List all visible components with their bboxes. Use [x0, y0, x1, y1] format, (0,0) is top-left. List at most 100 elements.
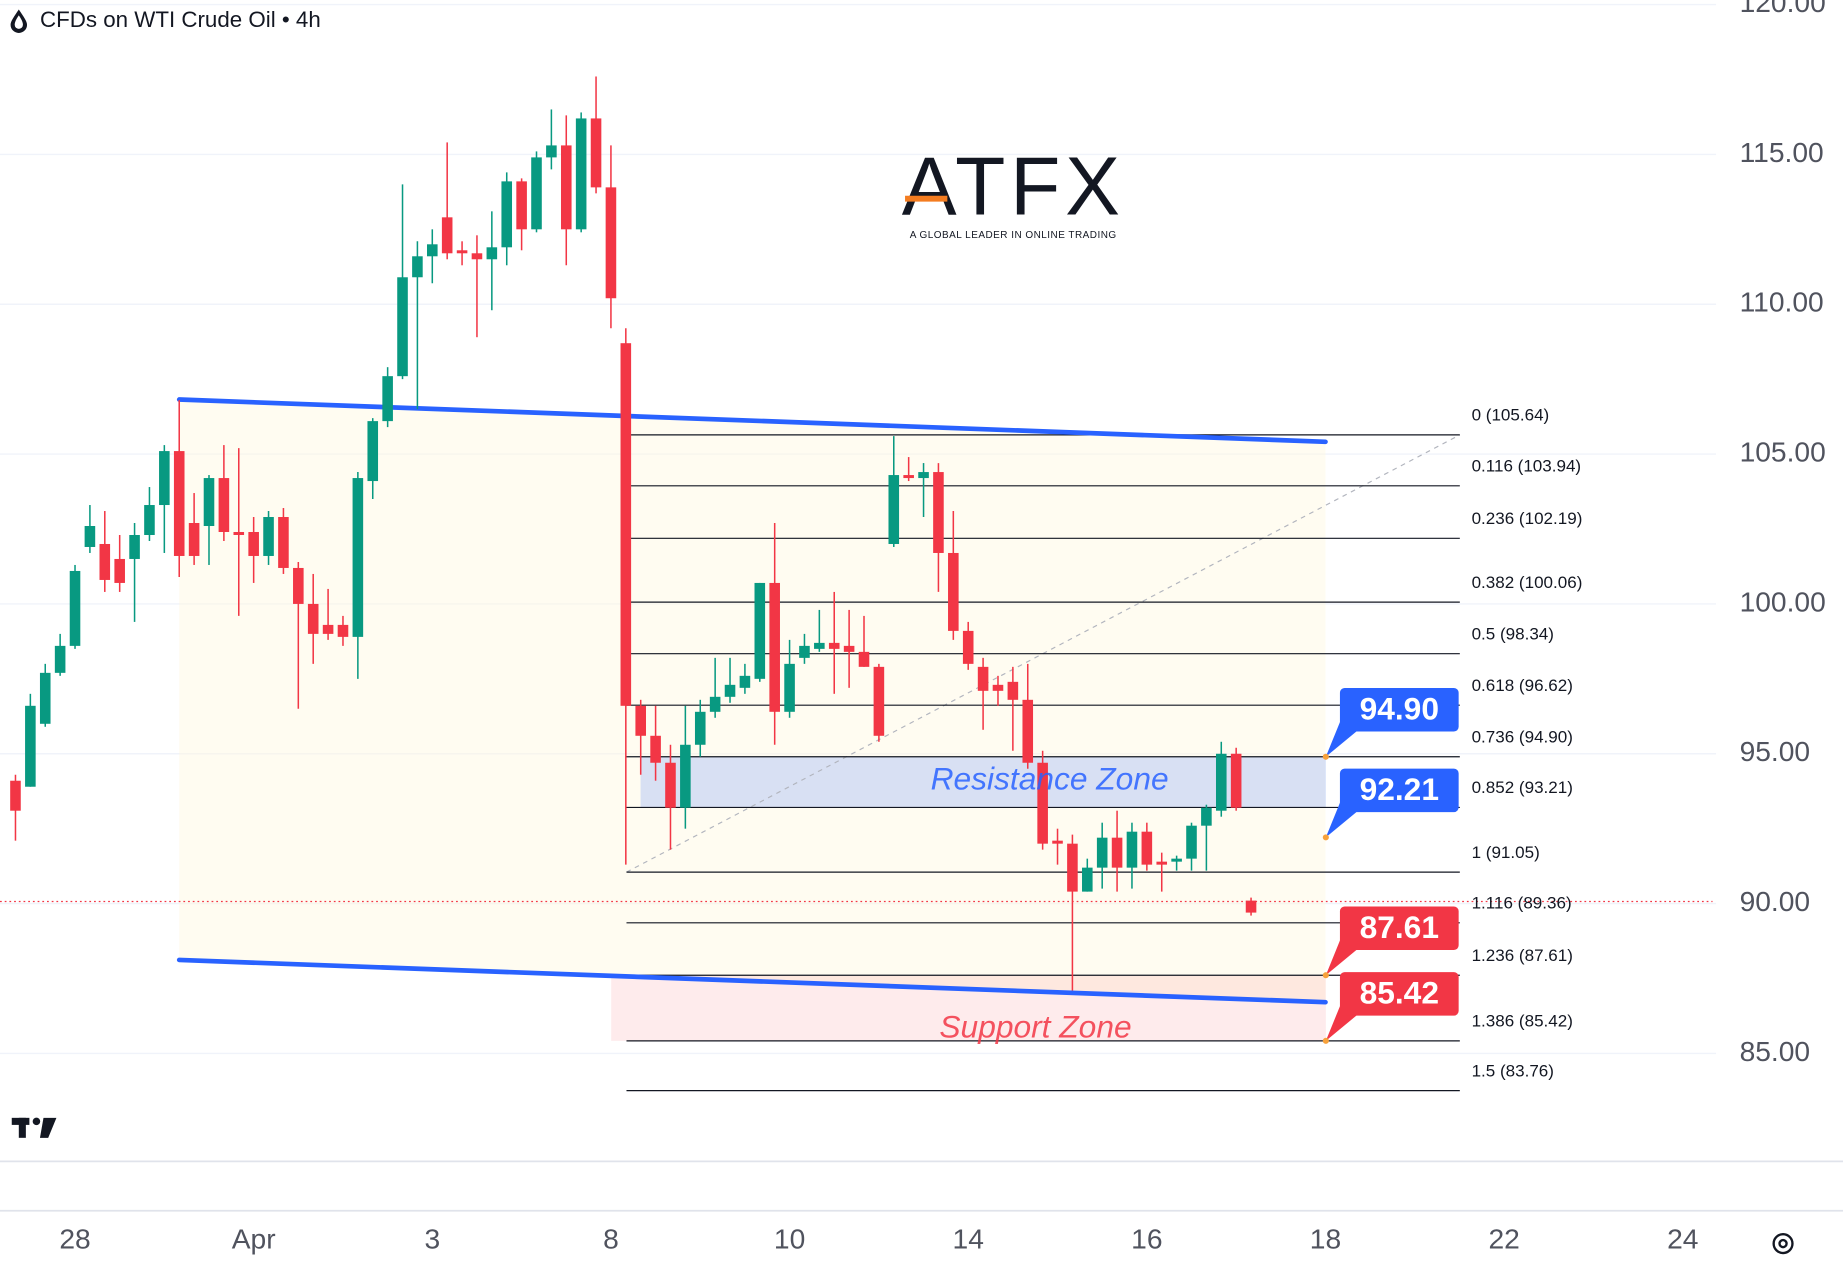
candle-body	[1215, 753, 1227, 811]
x-tick-label: 18	[1310, 1223, 1341, 1255]
price-label: 94.90	[1360, 690, 1439, 726]
price-label-box	[1339, 768, 1459, 813]
candle-body	[888, 475, 900, 544]
zone-label: Support Zone	[939, 1009, 1131, 1045]
candle-body	[694, 711, 706, 745]
candle-body	[680, 744, 691, 808]
candle-body	[560, 145, 572, 230]
candle-body	[218, 478, 230, 532]
candle-body	[590, 118, 602, 188]
price-label-box	[1339, 972, 1459, 1016]
candle-body	[1141, 831, 1153, 865]
price-label-anchor	[1322, 753, 1329, 760]
candle-body	[322, 624, 334, 634]
candle-body	[754, 582, 766, 679]
candle-body	[605, 187, 617, 299]
candle-body	[99, 543, 111, 580]
fib-label: 1.386 (85.42)	[1472, 1012, 1573, 1031]
candle-body	[769, 582, 780, 712]
y-tick-label: 115.00	[1740, 136, 1824, 168]
candle-body	[1007, 681, 1019, 700]
fib-label: 0.382 (100.06)	[1472, 573, 1583, 592]
channel-fill	[179, 399, 1326, 1003]
candle-body	[531, 157, 542, 230]
y-tick-label: 90.00	[1740, 885, 1811, 917]
candle-body	[307, 603, 319, 634]
candle-body	[784, 663, 795, 712]
price-label-anchor	[1322, 834, 1329, 841]
zone-label: Resistance Zone	[931, 760, 1169, 796]
candle-body	[456, 250, 468, 254]
candle-body	[1156, 861, 1168, 865]
candle-body	[546, 145, 557, 158]
candle-layer	[10, 76, 1257, 991]
candle-body	[977, 666, 989, 691]
logo-tagline: A GLOBAL LEADER IN ONLINE TRADING	[910, 230, 1117, 241]
candle-body	[39, 672, 51, 724]
x-tick-label: 3	[424, 1223, 440, 1255]
candle-body	[575, 118, 587, 230]
x-tick-label: 28	[59, 1223, 90, 1255]
candle-body	[1022, 699, 1034, 763]
candle-body	[337, 624, 349, 637]
candle-body	[501, 181, 513, 248]
candle-body	[427, 244, 438, 257]
candle-body	[1126, 831, 1138, 868]
candle-body	[709, 696, 721, 712]
candle-body	[263, 517, 274, 556]
y-tick-label: 100.00	[1740, 585, 1826, 617]
trendline	[176, 957, 1328, 1005]
settings-icon[interactable]	[1772, 1233, 1794, 1255]
candle-body	[739, 675, 751, 688]
candle-body	[84, 526, 96, 547]
candle-body	[828, 642, 840, 649]
candle-body	[962, 630, 974, 664]
candle-body	[903, 475, 914, 479]
x-tick-label: 16	[1131, 1223, 1162, 1255]
candle-body	[159, 451, 170, 506]
symbol-icon-inner	[14, 15, 23, 29]
price-label-anchor	[1322, 1037, 1329, 1044]
candle-body	[992, 684, 1004, 691]
candle-body	[10, 780, 21, 811]
y-tick-label: 120.00	[1740, 0, 1826, 18]
candle-body	[1111, 837, 1123, 868]
fib-label: 0 (105.64)	[1472, 406, 1550, 425]
candle-body	[1096, 837, 1108, 868]
logo-brand: ATFX	[902, 142, 1125, 233]
candle-body	[69, 570, 81, 646]
candle-body	[233, 531, 245, 535]
y-tick-label: 85.00	[1740, 1035, 1811, 1067]
fib-label: 1.5 (83.76)	[1472, 1061, 1554, 1080]
x-tick-label: 8	[603, 1223, 619, 1255]
x-tick-label: 24	[1667, 1223, 1698, 1255]
candle-body	[948, 552, 959, 631]
candle-body	[918, 472, 929, 479]
candle-body	[203, 478, 215, 527]
candle-body	[1037, 762, 1048, 844]
fib-label: 0.852 (93.21)	[1472, 778, 1573, 797]
candle-body	[293, 567, 304, 604]
candle-body	[1067, 843, 1078, 892]
candle-body	[665, 762, 676, 808]
candle-body	[1171, 858, 1182, 862]
candle-body	[114, 558, 125, 583]
price-label: 92.21	[1360, 771, 1439, 807]
candle-body	[858, 651, 870, 667]
candle-body	[486, 247, 498, 260]
candle-body	[129, 534, 140, 559]
candle-body	[620, 343, 632, 706]
tradingview-logo	[11, 1117, 57, 1138]
label-layer: 85.00 90.00 95.00 100.00 105.00 110.00 115.00 1…	[59, 0, 1825, 1255]
candle-body	[144, 505, 155, 535]
price-label-anchor	[1322, 972, 1329, 979]
candle-body	[397, 277, 408, 377]
x-tick-label: Apr	[232, 1223, 276, 1255]
candle-body	[843, 645, 855, 652]
candle-body	[367, 421, 379, 482]
candle-body	[412, 256, 423, 278]
candle-body	[724, 684, 736, 697]
price-label-box	[1339, 688, 1459, 732]
candle-body	[635, 705, 646, 736]
